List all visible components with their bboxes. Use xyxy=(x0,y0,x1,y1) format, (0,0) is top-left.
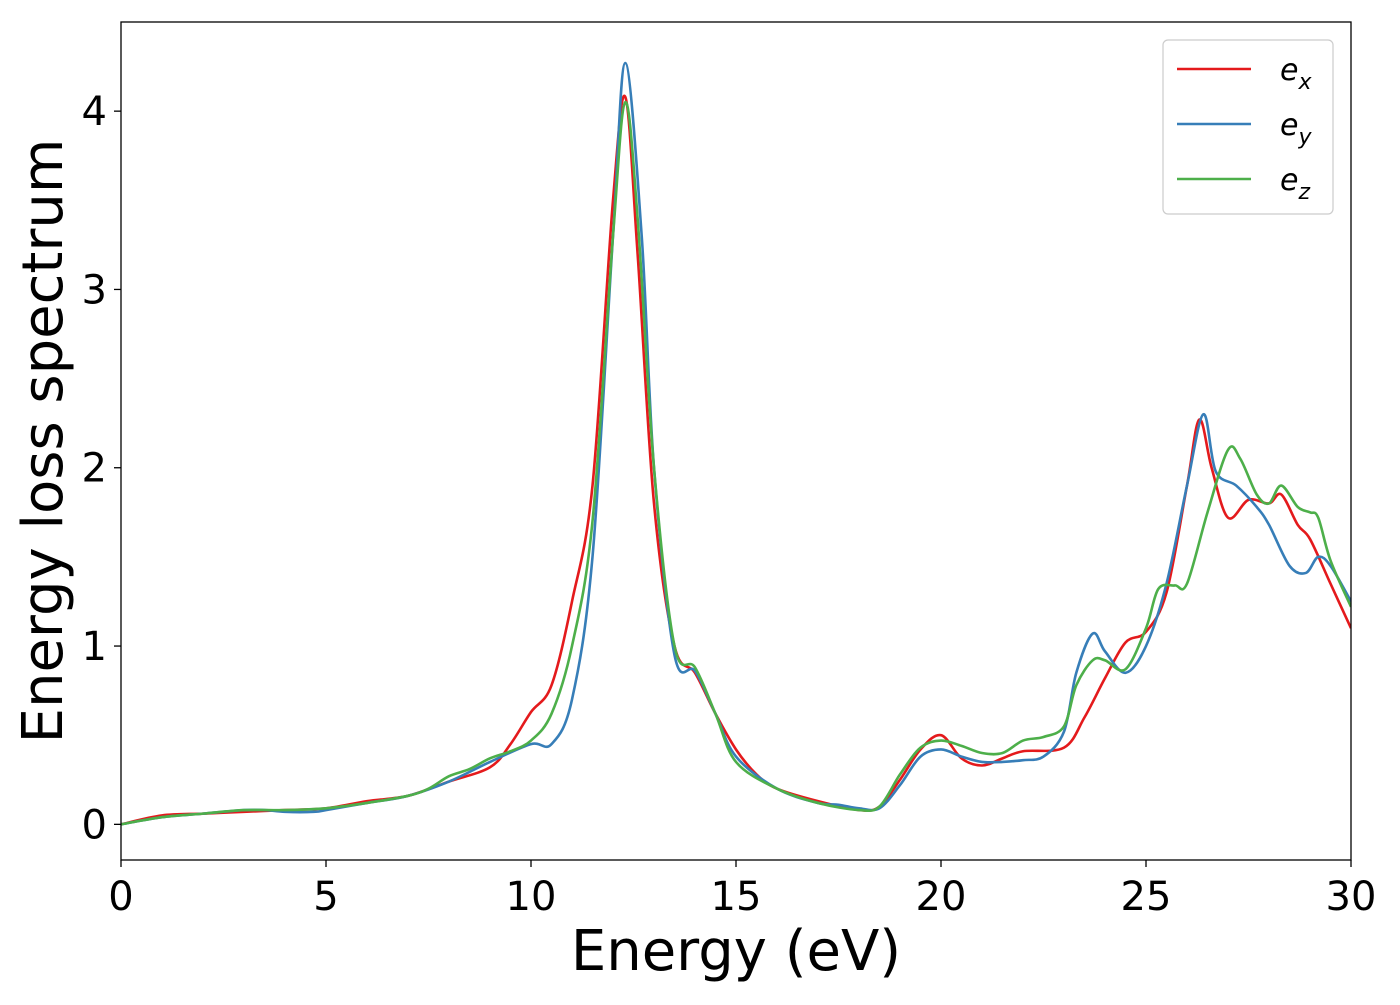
x-tick-label: 25 xyxy=(1121,874,1172,920)
x-tick-label: 15 xyxy=(711,874,762,920)
y-tick-label: 1 xyxy=(82,624,107,670)
y-tick-label: 3 xyxy=(82,267,107,313)
legend-box xyxy=(1162,39,1334,215)
plot-area xyxy=(121,61,1351,826)
legend: ex ey ez xyxy=(1162,39,1334,215)
x-tick-label: 0 xyxy=(108,874,133,920)
y-tick-label: 4 xyxy=(82,89,107,135)
x-axis-title: Energy (eV) xyxy=(571,919,901,984)
y-axis-ticks: 0 1 2 3 4 xyxy=(82,89,121,848)
x-axis-ticks: 0 5 10 15 20 25 30 xyxy=(108,860,1376,920)
y-tick-label: 0 xyxy=(82,802,107,848)
x-tick-label: 30 xyxy=(1326,874,1377,920)
y-axis-title: Energy loss spectrum xyxy=(11,139,76,744)
x-tick-label: 10 xyxy=(506,874,557,920)
x-tick-label: 20 xyxy=(916,874,967,920)
y-tick-label: 2 xyxy=(82,446,107,492)
series-line-e-z xyxy=(121,100,1351,826)
legend-label: ez xyxy=(1280,163,1310,205)
legend-label: ex xyxy=(1280,53,1312,95)
legend-label: ey xyxy=(1280,108,1312,150)
x-tick-label: 5 xyxy=(313,874,338,920)
